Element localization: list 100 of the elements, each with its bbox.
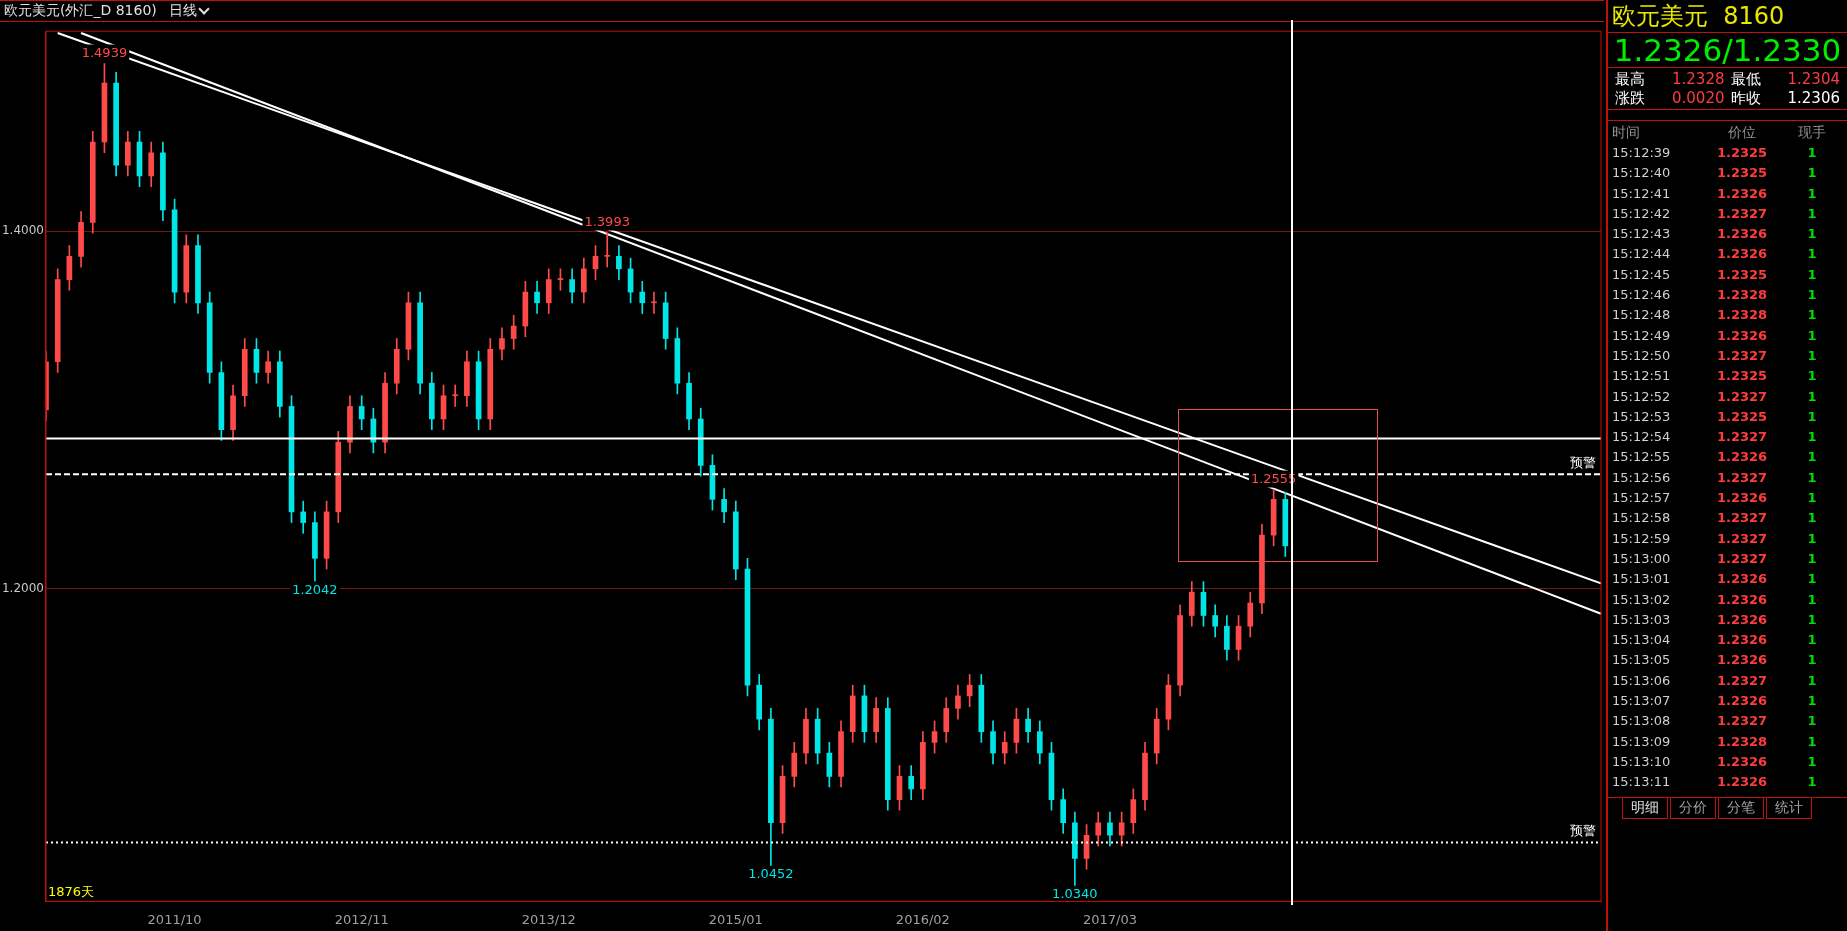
annotation: 1876天 (47, 884, 95, 900)
text: 1.2328 (1672, 70, 1725, 89)
y-tick-label: 1.4000 (1, 223, 44, 238)
data-label: 1.2327 (1715, 671, 1769, 690)
y-tick-label: 15:13:05 (1612, 651, 1672, 670)
data-label: 1 (1806, 204, 1818, 223)
data-label: 1 (1806, 286, 1818, 305)
data-label: 1 (1806, 712, 1818, 731)
text: 统计 (1766, 797, 1812, 819)
y-tick-label: 15:12:42 (1612, 204, 1672, 223)
x-tick-label: 2016/02 (895, 911, 950, 927)
data-label: 1 (1806, 144, 1818, 162)
x-tick-label: 2015/01 (708, 911, 763, 927)
data-label: 1 (1806, 671, 1818, 690)
data-label: 1.2327 (1715, 468, 1769, 487)
data-label: 1.2326 (1715, 570, 1769, 589)
text: 0.0020 (1672, 89, 1725, 108)
data-label: 1 (1806, 184, 1818, 203)
y-tick-label: 15:13:01 (1612, 570, 1672, 589)
annotation: 1.0452 (748, 866, 794, 882)
text: 1.2304 (1787, 70, 1840, 89)
ref-line-label: 预警 (1570, 455, 1596, 471)
annotation: 1.4939 (81, 45, 128, 61)
data-label: 1 (1806, 225, 1818, 244)
data-label: 1.2327 (1715, 529, 1769, 548)
annotation: 1.2042 (292, 582, 338, 598)
x-tick-label: 2012/11 (334, 911, 389, 927)
y-tick-label: 15:13:09 (1612, 732, 1672, 751)
data-label: 1 (1806, 367, 1818, 386)
data-label: 1 (1806, 773, 1818, 792)
data-label: 1 (1806, 631, 1818, 650)
data-label: 1.2326 (1715, 631, 1769, 650)
data-label: 1.2326 (1715, 245, 1769, 264)
text: 最高 (1615, 70, 1645, 89)
data-label: 1.2327 (1715, 428, 1769, 447)
data-label: 1 (1806, 468, 1818, 487)
y-tick-label: 15:13:11 (1612, 773, 1672, 792)
data-label: 1 (1806, 164, 1818, 183)
y-tick-label: 15:13:08 (1612, 712, 1672, 731)
y-tick-label: 1.2000 (1, 580, 44, 595)
y-tick-label: 15:12:39 (1612, 144, 1672, 162)
y-tick-label: 15:12:49 (1612, 326, 1672, 345)
data-label: 1.2326 (1715, 773, 1769, 792)
x-tick-label: 2011/10 (147, 911, 202, 927)
data-label: 1 (1806, 326, 1818, 345)
y-tick-label: 15:13:07 (1612, 692, 1672, 710)
text: 分价 (1670, 797, 1716, 819)
data-label: 1.2325 (1715, 407, 1769, 426)
data-label: 1 (1806, 387, 1818, 406)
data-label: 1.2326 (1715, 326, 1769, 345)
chart-subtitle: 日线 (168, 2, 198, 20)
data-label: 1.2326 (1715, 184, 1769, 203)
x-tick-label: 现手 (1797, 123, 1827, 142)
data-label: 1.2325 (1715, 265, 1769, 284)
text: 昨收 (1730, 89, 1761, 108)
y-tick-label: 15:12:46 (1612, 286, 1672, 305)
y-tick-label: 15:12:51 (1612, 367, 1672, 386)
y-tick-label: 15:12:54 (1612, 428, 1672, 447)
data-label: 1.2326 (1715, 448, 1769, 467)
data-label: 1 (1806, 407, 1818, 426)
data-label: 1.2327 (1715, 387, 1769, 406)
y-tick-label: 15:13:03 (1612, 610, 1672, 629)
chart-subtitle: 1.2326/1.2330 (1608, 32, 1847, 68)
y-tick-label: 15:13:02 (1612, 590, 1672, 609)
text: 1.2306 (1787, 89, 1840, 108)
data-label: 1.2326 (1715, 752, 1769, 771)
data-label: 1.2328 (1715, 732, 1769, 751)
chart-title: 欧元美元(外汇_D 8160) (4, 2, 157, 20)
data-label: 1.2325 (1715, 367, 1769, 386)
data-label: 1 (1806, 265, 1818, 284)
data-label: 1.2326 (1715, 651, 1769, 670)
data-label: 1 (1806, 752, 1818, 771)
x-tick-label: 2017/03 (1082, 911, 1137, 927)
data-label: 1.2326 (1715, 692, 1769, 710)
data-label: 1.2326 (1715, 225, 1769, 244)
data-label: 1 (1806, 489, 1818, 508)
data-label: 1.2327 (1715, 204, 1769, 223)
data-label: 1 (1806, 732, 1818, 751)
data-label: 1 (1806, 570, 1818, 589)
x-tick-label: 价位 (1727, 123, 1757, 142)
data-label: 1.2326 (1715, 489, 1769, 508)
y-tick-label: 15:12:52 (1612, 387, 1672, 406)
data-label: 1.2328 (1715, 286, 1769, 305)
y-tick-label: 15:13:10 (1612, 752, 1672, 771)
data-label: 1 (1806, 509, 1818, 528)
annotation: 1.0340 (1052, 886, 1098, 902)
text: 分笔 (1718, 797, 1764, 819)
data-label: 1.2326 (1715, 610, 1769, 629)
data-label: 1 (1806, 651, 1818, 670)
y-tick-label: 15:12:53 (1612, 407, 1672, 426)
y-tick-label: 15:12:41 (1612, 184, 1672, 203)
y-tick-label: 15:12:57 (1612, 489, 1672, 508)
data-label: 1 (1806, 448, 1818, 467)
data-label: 1 (1806, 590, 1818, 609)
annotation: 1.3993 (584, 214, 630, 230)
y-tick-label: 15:12:56 (1612, 468, 1672, 487)
data-label: 1.2328 (1715, 306, 1769, 325)
data-label: 1 (1806, 346, 1818, 365)
text: 明细 (1622, 797, 1668, 819)
data-label: 1.2327 (1715, 509, 1769, 528)
